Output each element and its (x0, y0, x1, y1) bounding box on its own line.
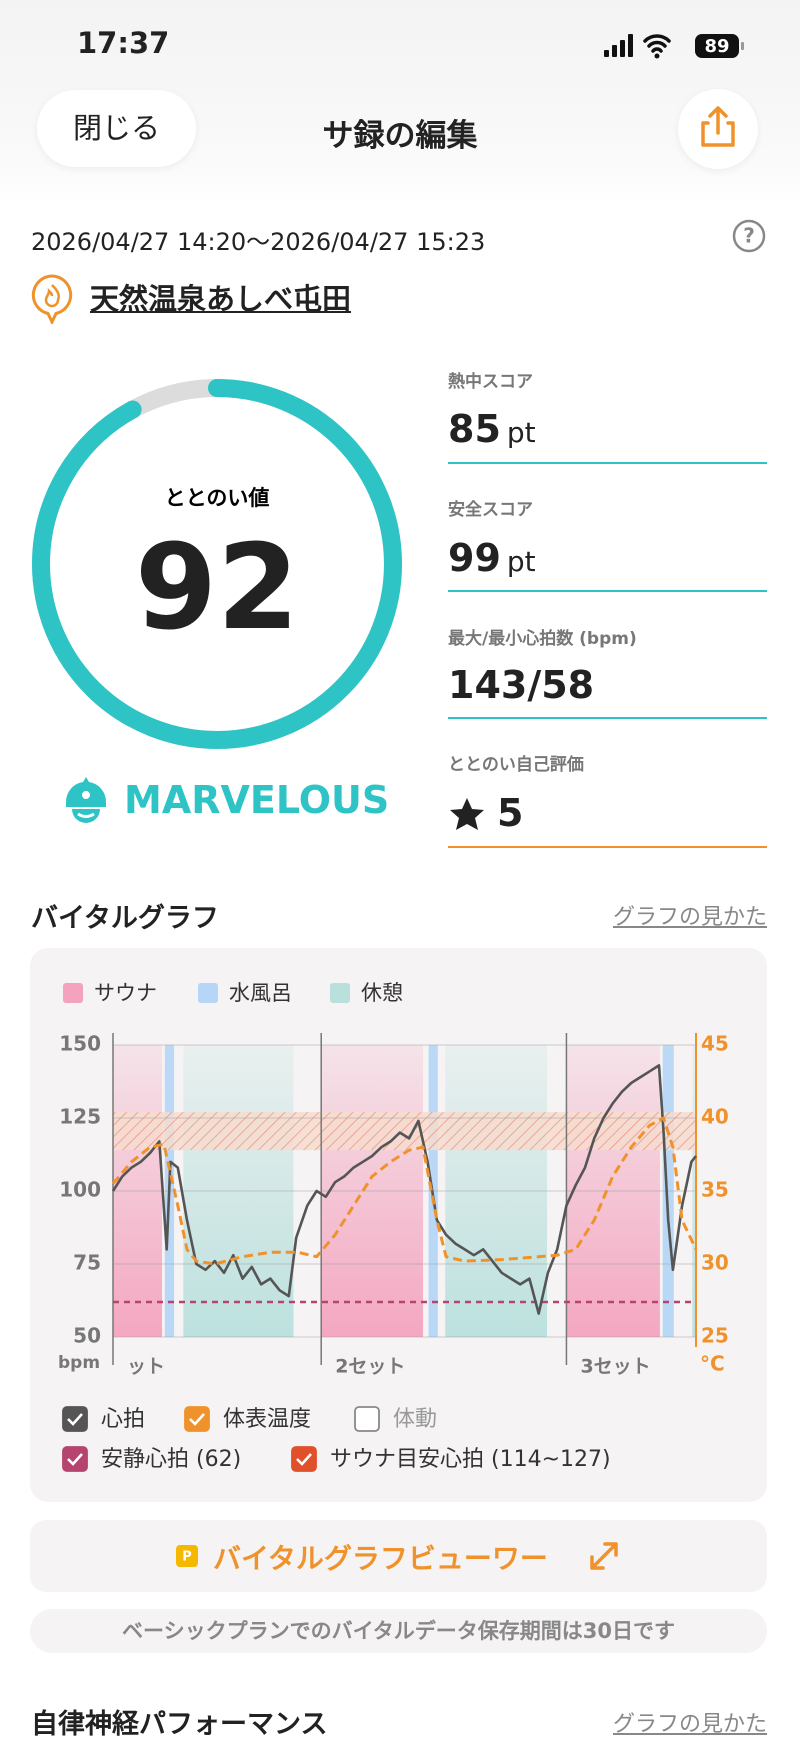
facility-icon (31, 274, 73, 324)
toggle-box[interactable] (354, 1406, 380, 1432)
toggle-label: サウナ目安心拍 (114~127) (330, 1447, 611, 1472)
phase-region (113, 1045, 163, 1337)
check-mark (67, 1453, 83, 1466)
check-mark (67, 1413, 83, 1426)
toggle-label: 心拍 (101, 1407, 145, 1432)
svg-text:P: P (182, 1550, 192, 1565)
vital-chart: サウナ 水風呂 休憩 50 75 100 125 150 25 30 35 40 45 ット 2セット 3セッ… (30, 948, 767, 1502)
stat-underline (448, 717, 767, 719)
y2-tick-label: 30 (701, 1251, 729, 1275)
stat-value: 99 pt (448, 536, 536, 580)
toggle-label: 体動 (393, 1407, 437, 1432)
stat-number: 85 (448, 407, 501, 451)
facility-name[interactable]: 天然温泉あしべ屯田 (90, 282, 352, 316)
stat-label: 熱中スコア (448, 372, 533, 392)
battery-level: 89 (704, 36, 729, 57)
stat-underline (448, 590, 767, 592)
stat-underline (448, 462, 767, 464)
status-icons: 89 (604, 34, 744, 59)
stat-label: 最大/最小心拍数 (bpm) (448, 629, 637, 649)
y2-tick-label: 45 (701, 1032, 729, 1056)
y2-tick-label: 40 (701, 1105, 729, 1129)
score-ring: ととのい値 92 (32, 379, 402, 749)
share-icon (701, 106, 735, 147)
toggle-label: 体表温度 (223, 1407, 311, 1432)
stat-value: 5 (497, 791, 524, 835)
phase-region (662, 1045, 674, 1337)
rating-label: MARVELOUS (124, 778, 390, 822)
help-link[interactable]: グラフの見かた (612, 905, 767, 930)
y2-tick-label: 25 (701, 1324, 729, 1348)
toggle-box[interactable] (291, 1446, 317, 1472)
stat-value: 143/58 (448, 663, 595, 707)
legend-swatch (330, 983, 350, 1003)
help-icon[interactable]: ? (732, 219, 766, 253)
stat-number: 99 (448, 536, 501, 580)
viewer-label: バイタルグラフビューワー (213, 1542, 548, 1575)
phase-region (566, 1045, 660, 1337)
score-value: 92 (135, 518, 299, 656)
star-icon (450, 798, 484, 830)
svg-text:?: ? (743, 224, 755, 248)
legend-label: 休憩 (361, 981, 403, 1005)
stat-underline (448, 846, 767, 848)
x-tick-label: ット (127, 1356, 165, 1378)
premium-icon: P (176, 1545, 198, 1567)
share-button[interactable] (678, 89, 758, 169)
y-tick-label: 50 (73, 1324, 101, 1348)
y2-unit: °C (700, 1352, 725, 1376)
phase-region (183, 1045, 294, 1337)
unit-mask (58, 1353, 108, 1375)
close-button[interactable]: 閉じる (37, 90, 196, 167)
y-unit: bpm (58, 1353, 100, 1373)
legend-swatch (198, 983, 218, 1003)
legend-swatch (63, 983, 83, 1003)
phase-region (321, 1045, 424, 1337)
expand-icon (590, 1542, 618, 1570)
stat-label: ととのい自己評価 (448, 755, 584, 775)
score-arc (32, 379, 402, 749)
series-line (111, 1064, 698, 1315)
stat-value: 85 pt (448, 407, 536, 451)
rating-icon (65, 777, 107, 823)
y-tick-label: 75 (73, 1251, 101, 1275)
x-tick-label: 3セット (580, 1356, 650, 1378)
page-title: サ録の編集 (322, 118, 478, 154)
y-tick-label: 150 (59, 1032, 101, 1056)
section-title: バイタルグラフ (31, 903, 219, 934)
toggle-box[interactable] (184, 1406, 210, 1432)
stat-label: 安全スコア (448, 500, 533, 520)
phase-region (692, 1045, 696, 1337)
y-tick-label: 125 (59, 1105, 101, 1129)
series-line (111, 1116, 698, 1266)
y-tick-label: 100 (59, 1178, 101, 1202)
help-link[interactable]: グラフの見かた (612, 1712, 767, 1737)
check-mark (189, 1413, 205, 1426)
x-tick-label: 2セット (335, 1356, 405, 1378)
section-title: 自律神経パフォーマンス (31, 1709, 328, 1740)
legend-label: 水風呂 (229, 981, 292, 1005)
session-period: 2026/04/27 14:20～2026/04/27 15:23 (31, 228, 486, 256)
score-label: ととのい値 (165, 486, 270, 510)
status-time: 17:37 (77, 26, 170, 60)
toggle-box[interactable] (62, 1406, 88, 1432)
toggle-label: 安静心拍 (62) (101, 1447, 241, 1472)
viewer-button[interactable]: P バイタルグラフビューワー (30, 1520, 767, 1592)
toggle-box[interactable] (62, 1446, 88, 1472)
y2-tick-label: 35 (701, 1178, 729, 1202)
notice: ベーシックプランでのバイタルデータ保存期間は30日です (30, 1609, 767, 1653)
stat-unit: pt (506, 545, 536, 578)
legend-label: サウナ (94, 981, 157, 1005)
phase-region (445, 1045, 548, 1337)
check-mark (296, 1453, 312, 1466)
stat-unit: pt (506, 416, 536, 449)
